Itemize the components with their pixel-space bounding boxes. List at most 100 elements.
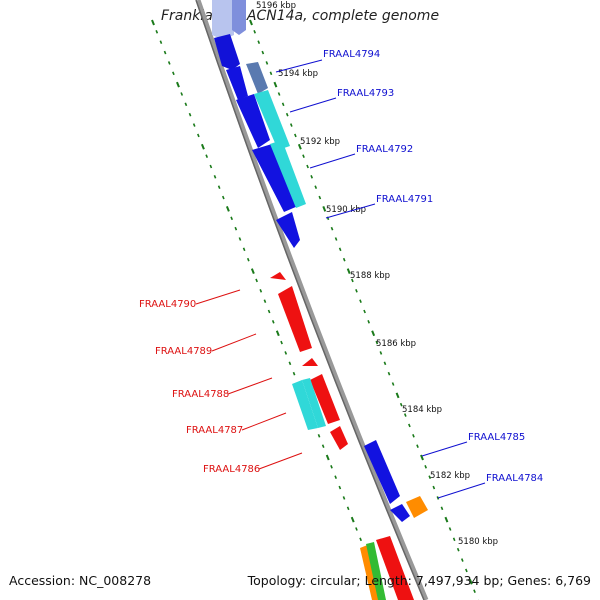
tick-mark	[334, 237, 338, 241]
tick-mark	[440, 506, 444, 511]
tick-mark	[432, 485, 436, 490]
gene-reverse[interactable]	[330, 426, 348, 450]
tick-mark	[342, 496, 346, 500]
gene-forward[interactable]	[236, 94, 270, 148]
tick-mark	[253, 30, 257, 34]
tick-mark	[346, 268, 351, 274]
gene-forward[interactable]	[232, 0, 246, 35]
tick-mark	[277, 92, 281, 96]
tick-mark	[363, 309, 366, 314]
gene-labels[interactable]: FRAAL4794 FRAAL4793 FRAAL4792 FRAAL4791 FRAA…	[139, 49, 543, 499]
tick-mark	[452, 537, 456, 542]
tick-label: 5192 kbp	[300, 137, 340, 147]
gene-label-forward[interactable]: FRAAL4784	[486, 473, 543, 484]
tick-mark	[267, 309, 271, 314]
tick-mark	[250, 268, 255, 274]
tick-mark	[379, 351, 383, 355]
backbone	[195, 0, 429, 600]
tick-mark	[314, 185, 318, 190]
gene-label-forward[interactable]: FRAAL4785	[468, 432, 525, 443]
gene-label-reverse[interactable]: FRAAL4786	[203, 464, 260, 475]
gene-reverse[interactable]	[310, 374, 340, 424]
gene-other[interactable]	[406, 496, 428, 518]
gene-rna[interactable]	[292, 380, 318, 430]
tick-label: 5194 kbp	[278, 69, 318, 79]
tick-mark	[325, 454, 330, 461]
tick-mark	[359, 299, 362, 303]
tick-mark	[428, 475, 432, 480]
gene-forward[interactable]	[390, 504, 410, 522]
tick-label: 5182 kbp	[430, 471, 470, 481]
gene-rna[interactable]	[270, 140, 306, 208]
gene-label-forward[interactable]: FRAAL4793	[337, 88, 394, 99]
gene-label-forward[interactable]: FRAAL4792	[356, 144, 413, 155]
leader-line	[241, 412, 287, 431]
gene-green[interactable]	[366, 542, 386, 600]
accession-label: Accession: NC_008278	[9, 573, 152, 588]
gene-forward[interactable]	[364, 440, 400, 504]
tick-mark	[436, 496, 440, 500]
gene-label-forward[interactable]: FRAAL4791	[376, 194, 433, 205]
tick-mark	[351, 278, 354, 283]
tick-mark	[284, 351, 288, 355]
tick-mark	[273, 81, 278, 88]
tick-mark	[350, 516, 355, 523]
gene-label-reverse[interactable]: FRAAL4788	[172, 389, 229, 400]
tick-mark	[197, 133, 200, 138]
gene-label-reverse[interactable]: FRAAL4787	[186, 425, 243, 436]
tick-mark	[271, 320, 275, 324]
tick-mark	[275, 330, 280, 337]
gene-forward[interactable]	[212, 0, 234, 40]
tick-mark	[180, 92, 184, 96]
tick-label: 5196 kbp	[256, 1, 296, 11]
tick-mark	[163, 50, 167, 55]
tick-mark	[151, 19, 155, 26]
tick-mark	[338, 485, 342, 490]
tick-label: 5180 kbp	[458, 537, 498, 547]
gene-forward[interactable]	[214, 34, 240, 70]
gene-forward[interactable]	[276, 212, 300, 248]
gene-reverse[interactable]	[376, 536, 414, 600]
gene-reverse[interactable]	[278, 286, 312, 352]
tick-mark	[456, 547, 460, 552]
tick-mark	[322, 206, 327, 212]
gene-forward[interactable]	[252, 144, 298, 212]
tick-mark	[281, 102, 285, 107]
tick-mark	[192, 123, 196, 127]
tick-mark	[391, 382, 395, 386]
tick-label: 5190 kbp	[326, 205, 366, 215]
tick-mark	[468, 578, 473, 585]
gene-label-reverse[interactable]: FRAAL4790	[139, 299, 196, 310]
gene-label-forward[interactable]: FRAAL4794	[323, 49, 380, 60]
tick-label: 5188 kbp	[350, 271, 390, 281]
tick-mark	[395, 392, 400, 399]
gene-reverse[interactable]	[270, 272, 286, 280]
gene-rna[interactable]	[302, 378, 326, 428]
tick-mark	[265, 61, 269, 65]
tick-mark	[383, 361, 387, 366]
tick-mark	[242, 247, 246, 252]
tick-mark	[473, 589, 476, 593]
tick-mark	[213, 175, 217, 179]
gene-features[interactable]	[212, 0, 428, 600]
tick-mark	[184, 102, 188, 107]
gene-forward[interactable]	[246, 62, 268, 94]
tick-mark	[269, 71, 273, 76]
leader-line	[211, 333, 257, 352]
tick-mark	[261, 50, 265, 55]
tick-mark	[172, 71, 175, 76]
tick-guides	[151, 19, 479, 600]
gene-forward[interactable]	[226, 66, 248, 100]
tick-mark	[399, 402, 403, 407]
gene-label-reverse[interactable]: FRAAL4789	[155, 346, 212, 357]
tick-mark	[159, 40, 163, 45]
tick-mark	[460, 558, 464, 562]
tick-mark	[155, 30, 159, 34]
gene-rna[interactable]	[254, 90, 290, 150]
tick-mark	[408, 423, 411, 428]
tick-mark	[288, 361, 292, 366]
tick-mark	[188, 112, 192, 117]
gene-reverse[interactable]	[302, 358, 318, 366]
leader-line	[275, 59, 323, 73]
